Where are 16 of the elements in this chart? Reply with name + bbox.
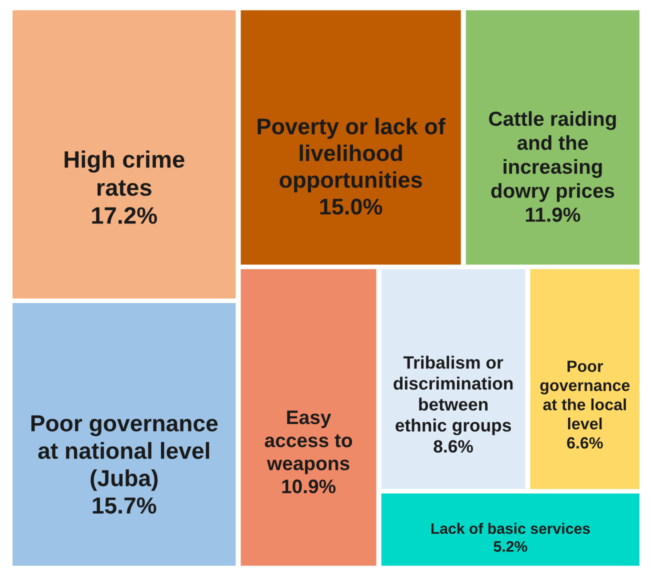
data-label: 6.6% [567,437,603,449]
category-label: Easy access to weapons [264,410,352,474]
data-label: 15.7% [92,497,156,514]
data-label: 17.2% [92,207,157,224]
category-label: Tribalism or discrimination between ethnic groups [394,356,513,436]
data-label: 15.0% [320,198,382,215]
category-label: Poor governance at national level (Juba) [31,415,218,491]
data-label: 10.9% [282,480,336,494]
category-label: Lack of basic services [431,522,590,534]
data-label: 5.2% [494,541,528,552]
data-label: 11.9% [526,208,580,222]
data-label: 8.6% [434,440,473,453]
category-label: Cattle raiding and the increasing dowry prices [489,111,616,202]
category-label: High crime rates [64,150,184,196]
category-label: Poverty or lack of livelihood opportunities [258,118,446,192]
category-label: Poor governance at the local level [540,360,630,430]
